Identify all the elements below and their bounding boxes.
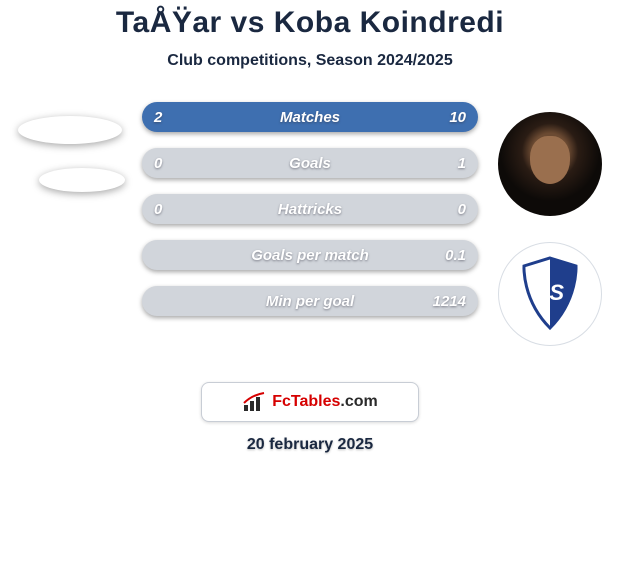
bars-icon [242,391,266,413]
player-left-photo-placeholder [18,116,122,144]
stat-bar: 0 Goals 1 [142,148,478,178]
player-right-club-crest: LS [498,242,602,346]
player-right-photo [498,112,602,216]
stat-right-value: 1 [458,155,466,172]
stat-left-value: 0 [154,201,162,218]
logo-text: FcTables.com [272,393,378,411]
shield-icon: LS [518,256,582,332]
player-left-crest-placeholder [39,168,125,192]
stat-label: Goals per match [251,247,369,264]
source-logo: FcTables.com [201,382,419,422]
stats-bars: 2Matches100Goals10Hattricks0Goals per ma… [130,102,490,332]
stat-right-value: 1214 [433,293,466,310]
right-player-column: LS [490,102,610,372]
stat-right-value: 0 [458,201,466,218]
stat-right-value: 0.1 [445,247,466,264]
stat-label: Goals [289,155,331,172]
page-title: TaÅŸar vs Koba Koindredi [0,6,620,40]
stat-left-value: 2 [154,109,162,126]
subtitle: Club competitions, Season 2024/2025 [0,52,620,70]
stat-right-value: 10 [449,109,466,126]
left-player-column [10,102,130,192]
date-line: 20 february 2025 [0,436,620,454]
stat-bar: 2 Matches 10 [142,102,478,132]
infographic-container: TaÅŸar vs Koba Koindredi Club competitio… [0,0,620,454]
stat-bar: Goals per match 0.1 [142,240,478,270]
stat-bar: Min per goal 1214 [142,286,478,316]
stat-label: Matches [280,109,340,126]
stat-bar: 0 Hattricks 0 [142,194,478,224]
stat-label: Min per goal [266,293,354,310]
stat-label: Hattricks [278,201,342,218]
crest-text: LS [536,280,564,305]
main-row: 2Matches100Goals10Hattricks0Goals per ma… [0,102,620,372]
stat-left-value: 0 [154,155,162,172]
